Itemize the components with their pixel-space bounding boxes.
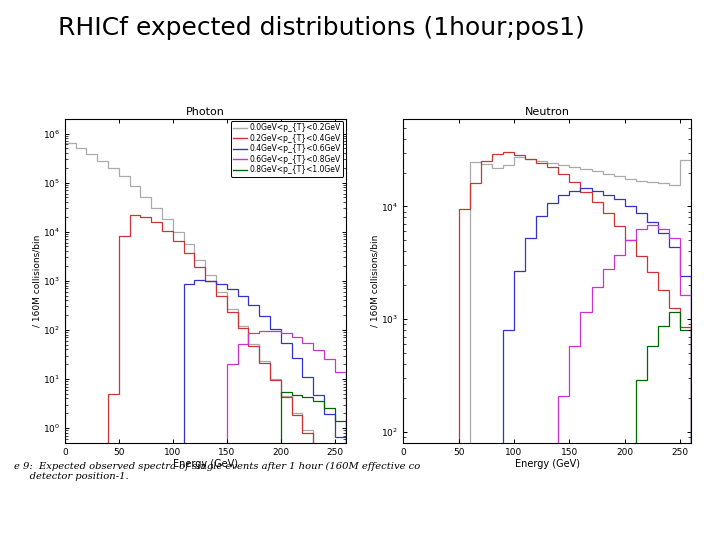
Legend: 0.0GeV<p_{T}<0.2GeV, 0.2GeV<p_{T}<0.4GeV, 0.4GeV<p_{T}<0.6GeV, 0.6GeV<p_{T}<0.8G: 0.0GeV<p_{T}<0.2GeV, 0.2GeV<p_{T}<0.4GeV… — [230, 121, 343, 177]
Y-axis label: / 160M collisions/bin: / 160M collisions/bin — [32, 234, 41, 327]
Y-axis label: / 160M collisions/bin: / 160M collisions/bin — [371, 234, 379, 327]
Title: Photon: Photon — [186, 106, 225, 117]
X-axis label: Energy (GeV): Energy (GeV) — [173, 460, 238, 469]
Title: Neutron: Neutron — [525, 106, 570, 117]
Text: RHICf expected distributions (1hour;pos1): RHICf expected distributions (1hour;pos1… — [58, 16, 585, 40]
Text: e 9:  Expected observed spectra of single events after 1 hour (160M effective co: e 9: Expected observed spectra of single… — [14, 462, 420, 481]
X-axis label: Energy (GeV): Energy (GeV) — [515, 460, 580, 469]
